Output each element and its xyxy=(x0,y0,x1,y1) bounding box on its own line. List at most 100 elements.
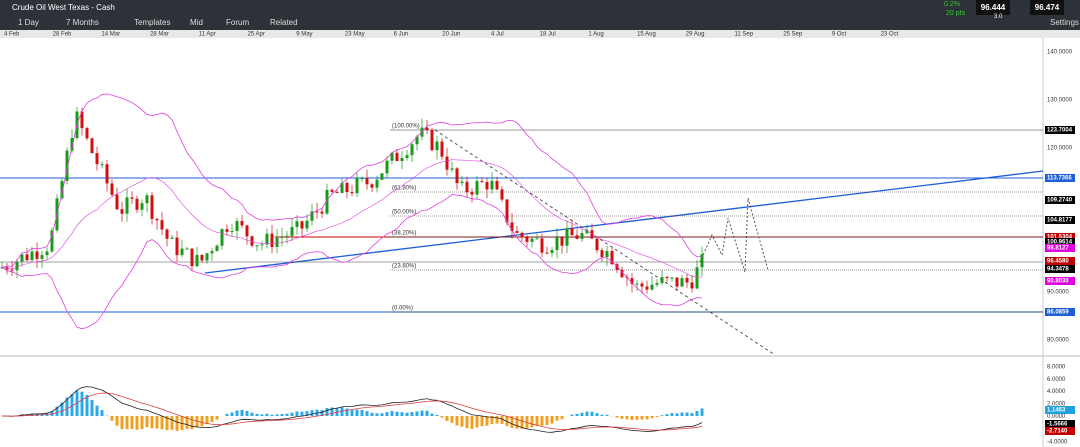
histogram-bar xyxy=(180,416,184,431)
candle-body xyxy=(595,238,599,251)
candle-body xyxy=(70,138,74,151)
histogram-bar xyxy=(60,402,64,416)
candle-body xyxy=(285,235,289,237)
indicator-axis-label: 0.0000 xyxy=(1047,414,1066,420)
histogram-bar xyxy=(510,416,514,429)
price-tag xyxy=(1045,233,1075,241)
histogram-bar xyxy=(415,411,419,416)
candle-body xyxy=(510,222,514,232)
price-tag xyxy=(1045,126,1075,134)
histogram-bar xyxy=(380,413,384,416)
histogram-bar xyxy=(275,414,279,416)
candle-body xyxy=(635,283,639,285)
histogram-bar xyxy=(135,416,139,430)
indicator-tag xyxy=(1045,406,1075,414)
interval-button[interactable]: 1 Day xyxy=(18,18,39,27)
histogram-bar xyxy=(690,412,694,416)
candle-body xyxy=(220,229,224,246)
macd-line xyxy=(1,386,703,433)
toolbar-button[interactable]: Templates xyxy=(134,18,171,27)
toolbar-button[interactable]: Mid xyxy=(190,18,203,27)
histogram-bar xyxy=(330,407,334,416)
histogram-bar xyxy=(195,416,199,428)
histogram-bar xyxy=(325,408,329,416)
date-label: 20 Jun xyxy=(442,32,460,38)
candle-body xyxy=(515,231,519,233)
candle-body xyxy=(155,218,159,221)
indicator-axis-label: 4.0000 xyxy=(1047,389,1066,395)
histogram-bar xyxy=(140,416,144,429)
candle-body xyxy=(150,195,154,219)
toolbar-button[interactable]: Related xyxy=(270,18,298,27)
histogram-bar xyxy=(215,416,219,420)
date-label: 14 Mar xyxy=(101,32,120,38)
date-label: 18 Jul xyxy=(540,32,556,38)
histogram-bar xyxy=(355,409,359,416)
candle-body xyxy=(345,182,349,193)
candle-body xyxy=(225,229,229,232)
candle-body xyxy=(460,181,464,184)
histogram-bar xyxy=(335,407,339,416)
candle-body xyxy=(325,189,329,214)
candle-body xyxy=(700,254,704,268)
price-tag-label: 100.9614 xyxy=(1047,240,1073,246)
histogram-bar xyxy=(160,416,164,430)
indicator-tag-label: -2.7140 xyxy=(1047,429,1068,435)
histogram-bar xyxy=(395,411,399,416)
spread: 3.0 xyxy=(994,14,1003,20)
price-tag-label: 98.8127 xyxy=(1047,246,1069,252)
histogram-bar xyxy=(385,412,389,416)
candle-body xyxy=(530,238,534,242)
candle-body xyxy=(375,179,379,188)
date-axis-bg xyxy=(0,30,1080,38)
candle-body xyxy=(475,181,479,195)
candle-body xyxy=(350,192,354,194)
histogram-bar xyxy=(680,412,684,416)
candle-body xyxy=(85,128,89,139)
toolbar-button[interactable]: Forum xyxy=(226,18,250,27)
candle-body xyxy=(50,230,54,252)
price-axis-label: 140.0000 xyxy=(1047,50,1073,56)
buy-price[interactable]: 96.474 xyxy=(1030,0,1064,15)
fib-label: (61.80%) xyxy=(392,186,416,192)
histogram-bar xyxy=(490,416,494,425)
histogram-bar xyxy=(280,413,284,416)
histogram-bar xyxy=(590,411,594,416)
candle-body xyxy=(290,226,294,236)
histogram-bar xyxy=(165,416,169,431)
histogram-bar xyxy=(240,409,244,416)
histogram-bar xyxy=(460,416,464,427)
histogram-bar xyxy=(480,416,484,427)
fib-label: (100.00%) xyxy=(392,124,420,130)
fib-label: (50.00%) xyxy=(392,210,416,216)
candle-body xyxy=(430,130,434,151)
candle-body xyxy=(400,158,404,161)
candle-body xyxy=(190,248,194,267)
date-label: 9 May xyxy=(296,32,312,38)
histogram-bar xyxy=(455,416,459,426)
range-button[interactable]: 7 Months xyxy=(66,18,99,27)
candle-body xyxy=(435,141,439,151)
histogram-bar xyxy=(450,416,454,423)
candle-body xyxy=(230,231,234,233)
candle-body xyxy=(65,150,69,181)
candle-body xyxy=(445,156,449,170)
settings-button[interactable]: Settings xyxy=(1050,18,1079,27)
candle-body xyxy=(650,284,654,290)
histogram-bar xyxy=(665,414,669,416)
candle-body xyxy=(280,236,284,238)
price-tag-label: 90.8030 xyxy=(1047,279,1069,285)
candle-body xyxy=(295,221,299,227)
candle-body xyxy=(135,198,139,210)
histogram-bar xyxy=(120,416,124,430)
sell-price[interactable]: 96.444 xyxy=(976,0,1010,15)
histogram-bar xyxy=(410,412,414,416)
histogram-bar xyxy=(585,411,589,416)
histogram-bar xyxy=(55,406,59,416)
candle-body xyxy=(200,254,204,261)
candle-body xyxy=(405,155,409,159)
candle-body xyxy=(335,191,339,193)
histogram-bar xyxy=(170,416,174,430)
candle-body xyxy=(330,189,334,192)
